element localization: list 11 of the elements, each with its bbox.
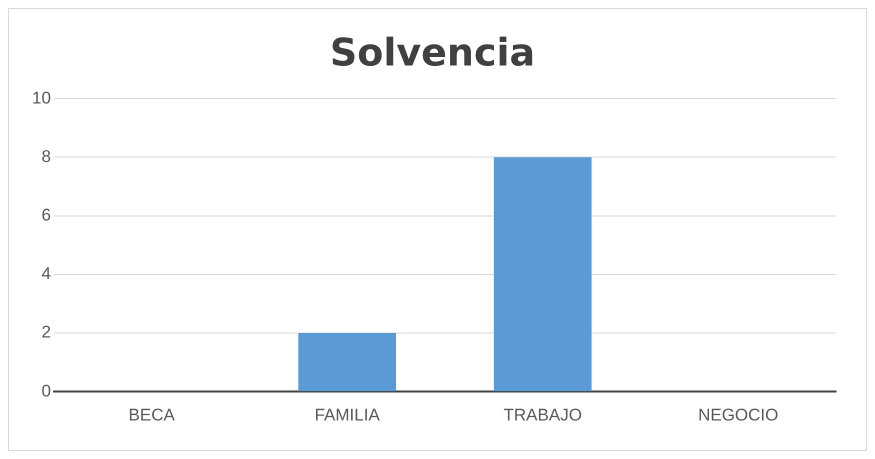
x-tick-label: FAMILIA — [314, 405, 380, 424]
y-tick-label: 10 — [32, 88, 51, 108]
x-tick-label: BECA — [128, 405, 176, 424]
y-tick-label: 8 — [41, 146, 51, 166]
y-tick-label: 2 — [41, 322, 51, 342]
x-tick-label: NEGOCIO — [698, 405, 778, 424]
x-tick-label: TRABAJO — [504, 405, 582, 424]
y-tick-label: 0 — [41, 381, 51, 400]
y-tick-label: 6 — [41, 205, 51, 224]
chart-title: Solvencia — [330, 30, 536, 75]
y-tick-label: 4 — [41, 264, 51, 284]
